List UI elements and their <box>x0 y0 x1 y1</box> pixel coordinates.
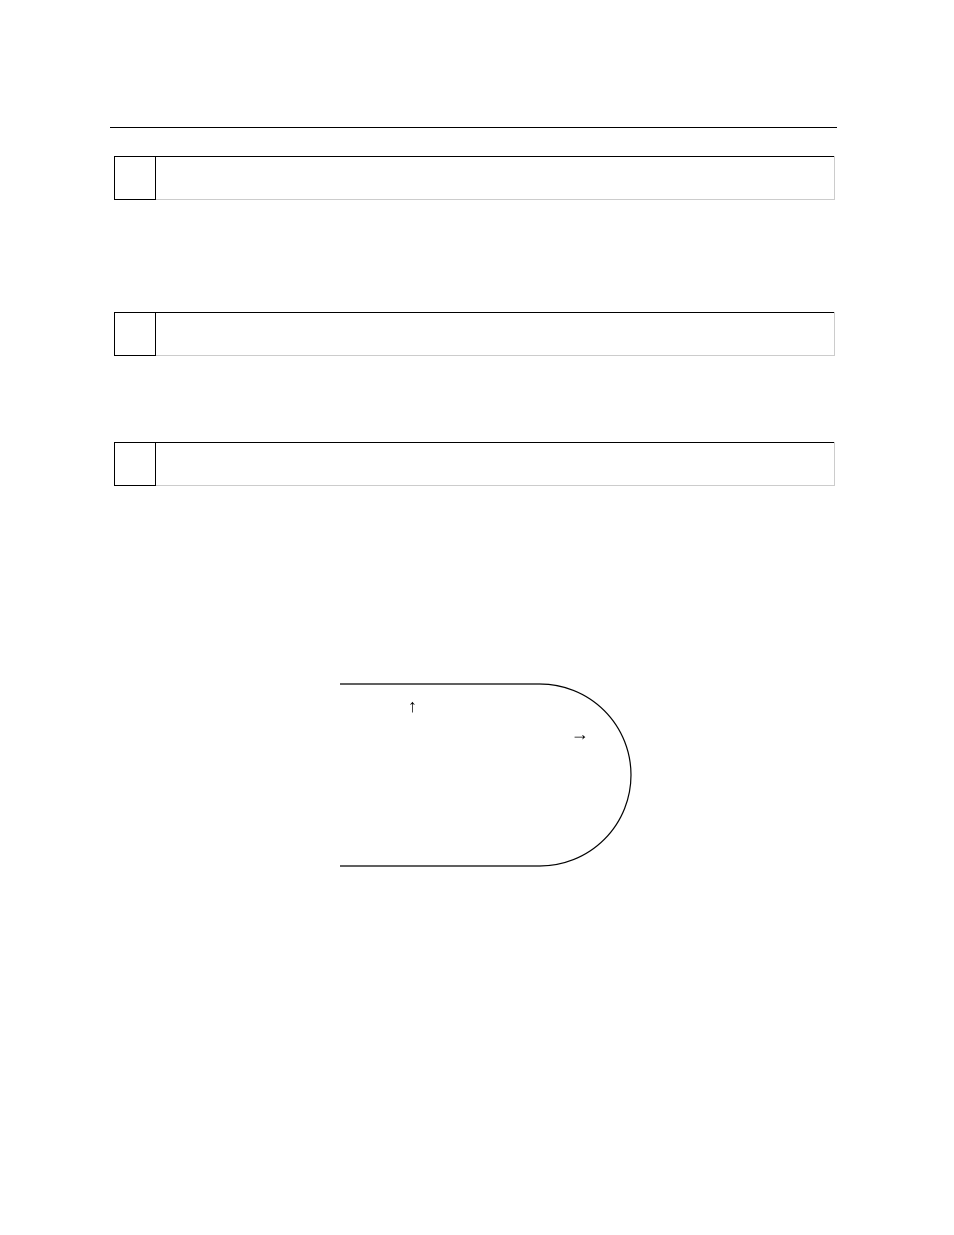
row3-rect-top <box>156 442 835 443</box>
row1-rect-right <box>834 156 835 200</box>
row3-rect-bottom <box>156 485 835 486</box>
row2-rect-top <box>156 312 835 313</box>
top-divider <box>110 127 837 128</box>
row1-small-box <box>114 156 156 200</box>
row1-rect-top <box>156 156 835 157</box>
arrow-up-icon: ↑ <box>408 697 417 715</box>
page: ↑ → <box>0 0 954 1235</box>
row2-small-box <box>114 312 156 356</box>
arrow-right-icon: → <box>571 725 589 743</box>
row3-small-box <box>114 442 156 486</box>
u-shape-diagram <box>340 680 640 880</box>
row2-rect-bottom <box>156 355 835 356</box>
row2-rect-right <box>834 312 835 356</box>
row1-rect-bottom <box>156 199 835 200</box>
row3-rect-right <box>834 442 835 486</box>
